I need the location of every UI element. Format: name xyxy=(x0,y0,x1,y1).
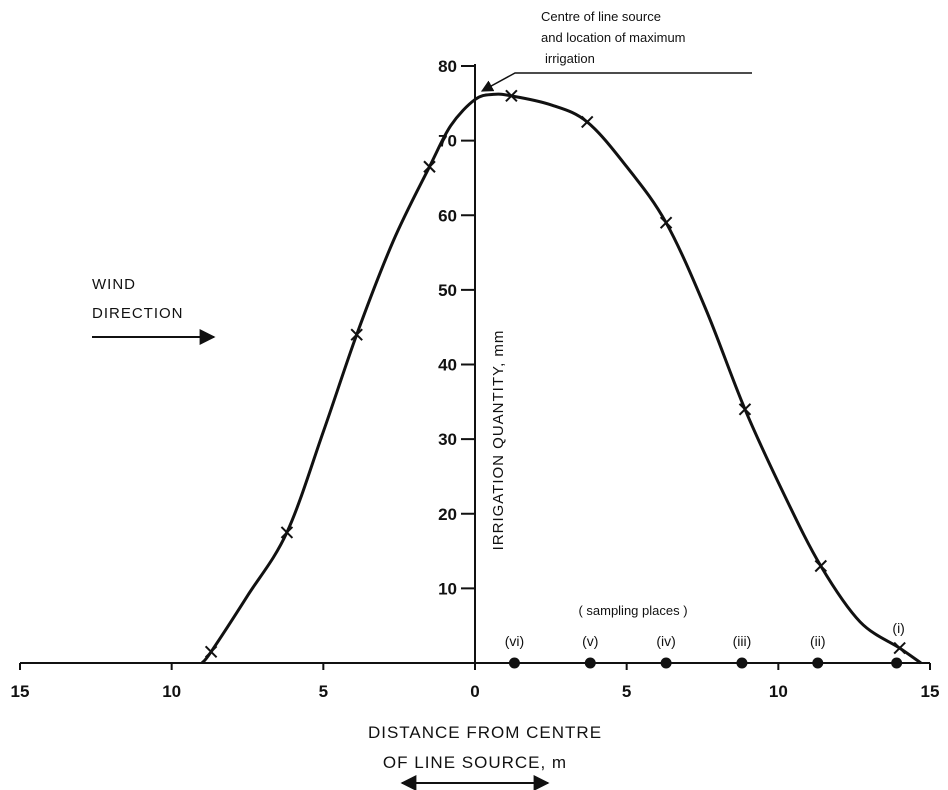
x-axis-label-line-1: DISTANCE FROM CENTRE xyxy=(368,723,602,742)
x-tick-label: 15 xyxy=(921,682,940,701)
measured-point xyxy=(659,216,673,229)
measured-point xyxy=(581,115,594,129)
point-stroke xyxy=(581,115,594,129)
measured-point xyxy=(204,645,218,659)
sampling-place-label: (vi) xyxy=(505,633,524,649)
measured-point xyxy=(350,328,363,341)
max-note-leader-arrow xyxy=(480,72,752,92)
sampling-places: (vi) (v) (iv) (iii) (ii) (i) xyxy=(505,620,905,669)
sampling-place-dot xyxy=(812,657,824,669)
point-stroke xyxy=(738,403,752,416)
max-note-line-1: Centre of line source xyxy=(541,9,661,24)
x-tick-label: 10 xyxy=(162,682,181,701)
sampling-place-label: (iii) xyxy=(733,633,752,649)
sampling-place-dot xyxy=(660,657,672,669)
y-tick-label: 40 xyxy=(438,356,457,375)
sampling-places-title: ( sampling places ) xyxy=(578,603,687,618)
max-note-line-2: and location of maximum xyxy=(541,30,686,45)
wind-label-line-2: DIRECTION xyxy=(92,305,184,322)
sampling-place-dot xyxy=(508,657,520,669)
sampling-place-label: (ii) xyxy=(810,633,826,649)
points-layer xyxy=(204,89,906,659)
max-note-line-3: irrigation xyxy=(545,51,595,66)
x-tick-label: 10 xyxy=(769,682,788,701)
measured-point xyxy=(505,89,518,103)
wind-label-line-1: WIND xyxy=(92,276,136,293)
curve-layer xyxy=(200,92,922,665)
point-stroke xyxy=(204,645,218,659)
irrigation-curve xyxy=(200,92,922,665)
point-stroke xyxy=(659,216,673,229)
sampling-place-label: (i) xyxy=(892,620,904,636)
x-axis-label-line-2: OF LINE SOURCE, m xyxy=(383,753,567,772)
sampling-place-label: (iv) xyxy=(656,633,675,649)
point-stroke xyxy=(350,328,363,341)
measured-point xyxy=(280,526,294,539)
point-stroke xyxy=(423,160,436,173)
y-tick-label: 50 xyxy=(438,281,457,300)
x-ticks: 15 10 5 0 5 10 15 xyxy=(11,663,940,701)
point-stroke xyxy=(280,526,294,539)
point-stroke xyxy=(505,89,518,103)
y-tick-label: 10 xyxy=(438,579,457,598)
x-tick-label: 0 xyxy=(470,682,479,701)
x-tick-label: 5 xyxy=(319,682,328,701)
sampling-place-dot xyxy=(891,657,903,669)
measured-point xyxy=(738,403,752,416)
y-tick-label: 30 xyxy=(438,430,457,449)
sampling-place-dot xyxy=(736,657,748,669)
y-tick-label: 20 xyxy=(438,505,457,524)
sampling-place-label: (v) xyxy=(582,633,598,649)
x-tick-label: 15 xyxy=(11,682,30,701)
sampling-place-dot xyxy=(584,657,596,669)
point-stroke xyxy=(893,641,906,655)
y-axis-label: IRRIGATION QUANTITY, mm xyxy=(490,330,507,551)
y-tick-label: 60 xyxy=(438,206,457,225)
measured-point xyxy=(893,641,906,655)
point-stroke xyxy=(814,559,828,573)
x-tick-label: 5 xyxy=(622,682,631,701)
measured-point xyxy=(423,160,436,173)
measured-point xyxy=(814,559,828,573)
y-tick-label: 80 xyxy=(438,57,457,76)
